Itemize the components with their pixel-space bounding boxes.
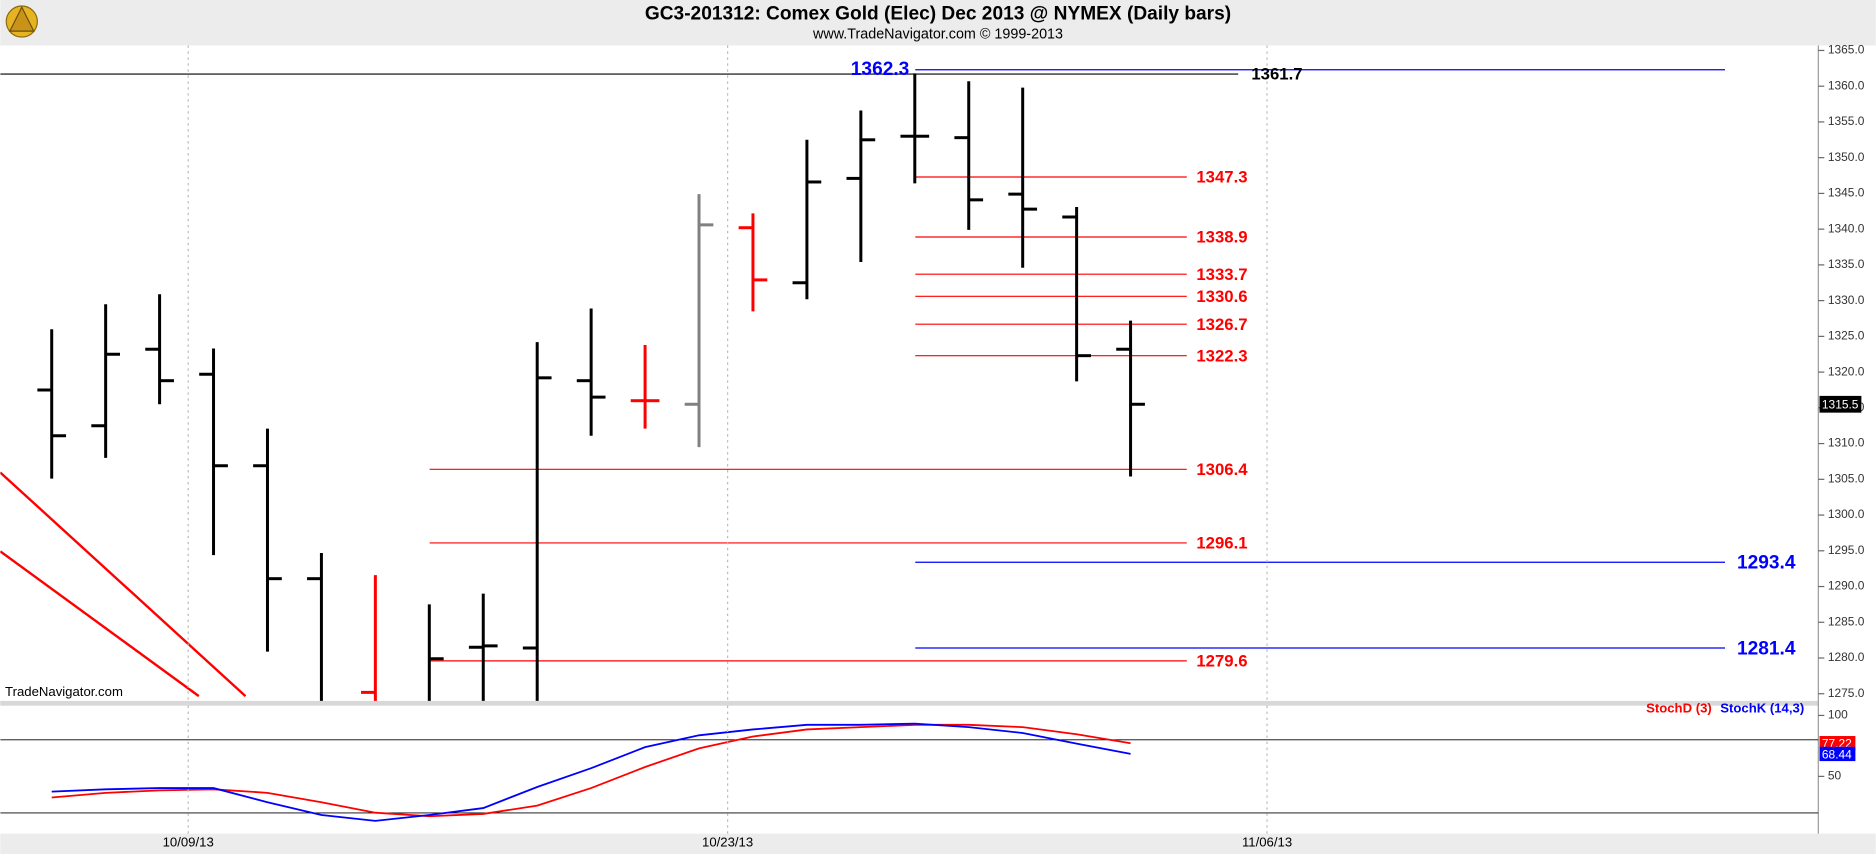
y-tick-label: 1285.0 bbox=[1828, 614, 1865, 628]
level-label: 1279.6 bbox=[1196, 651, 1247, 670]
y-tick-label: 1335.0 bbox=[1828, 257, 1865, 271]
x-tick-label: 10/23/13 bbox=[702, 835, 753, 850]
x-axis-bg bbox=[0, 833, 1876, 854]
header-bg bbox=[0, 0, 1876, 46]
logo bbox=[5, 5, 38, 38]
value-tag-label: 68.44 bbox=[1822, 747, 1852, 761]
y-tick-label: 1345.0 bbox=[1828, 186, 1865, 200]
y-tick-label: 1325.0 bbox=[1828, 329, 1865, 343]
level-label: 1338.9 bbox=[1196, 228, 1247, 247]
y-tick-label: 1290.0 bbox=[1828, 579, 1865, 593]
level-label: 1347.3 bbox=[1196, 168, 1247, 187]
level-label: 1333.7 bbox=[1196, 265, 1247, 284]
price-tag bbox=[1819, 395, 1862, 413]
y-tick-label: 1310.0 bbox=[1828, 436, 1865, 450]
x-tick-label: 10/09/13 bbox=[163, 835, 214, 850]
y-tick-label: 50 bbox=[1828, 769, 1842, 783]
level-label: 1296.1 bbox=[1196, 534, 1247, 553]
y-tick-label: 100 bbox=[1828, 708, 1848, 722]
level-label: 1326.7 bbox=[1196, 315, 1247, 334]
y-tick-label: 1355.0 bbox=[1828, 114, 1865, 128]
y-tick-label: 1340.0 bbox=[1828, 221, 1865, 235]
level-label: 1281.4 bbox=[1737, 638, 1796, 659]
watermark: TradeNavigator.com bbox=[5, 684, 123, 699]
y-tick-label: 1360.0 bbox=[1828, 78, 1865, 92]
x-tick-label: 11/06/13 bbox=[1242, 835, 1292, 850]
chart-subtitle: www.TradeNavigator.com © 1999-2013 bbox=[812, 26, 1063, 42]
value-tag bbox=[1819, 746, 1856, 762]
price-tag-label: 1315.5 bbox=[1822, 398, 1859, 412]
level-label: 1293.4 bbox=[1737, 552, 1796, 573]
y-tick-label: 1330.0 bbox=[1828, 293, 1865, 307]
level-label: 1322.3 bbox=[1196, 346, 1247, 365]
y-tick-label: 1300.0 bbox=[1828, 507, 1865, 521]
y-tick-label: 1350.0 bbox=[1828, 150, 1865, 164]
pane-separator bbox=[0, 700, 1819, 706]
y-tick-label: 1365.0 bbox=[1828, 43, 1865, 57]
level-label: 1362.3 bbox=[851, 59, 910, 80]
chart-title: GC3-201312: Comex Gold (Elec) Dec 2013 @… bbox=[645, 3, 1231, 24]
legend-entry: StochK (14,3) bbox=[1720, 701, 1804, 716]
y-tick-label: 1305.0 bbox=[1828, 471, 1865, 485]
legend-entry: StochD (3) bbox=[1646, 701, 1712, 716]
y-tick-label: 1295.0 bbox=[1828, 543, 1865, 557]
indicator-line bbox=[51, 722, 1131, 822]
y-tick-label: 1275.0 bbox=[1828, 686, 1865, 700]
level-label: 1306.4 bbox=[1196, 460, 1248, 479]
y-tick-label: 1320.0 bbox=[1828, 364, 1865, 378]
trendlines bbox=[0, 471, 247, 698]
level-label: 1330.6 bbox=[1196, 287, 1247, 306]
y-tick-label: 1280.0 bbox=[1828, 650, 1865, 664]
indicator-line bbox=[51, 723, 1131, 818]
level-label: 1361.7 bbox=[1251, 65, 1302, 84]
